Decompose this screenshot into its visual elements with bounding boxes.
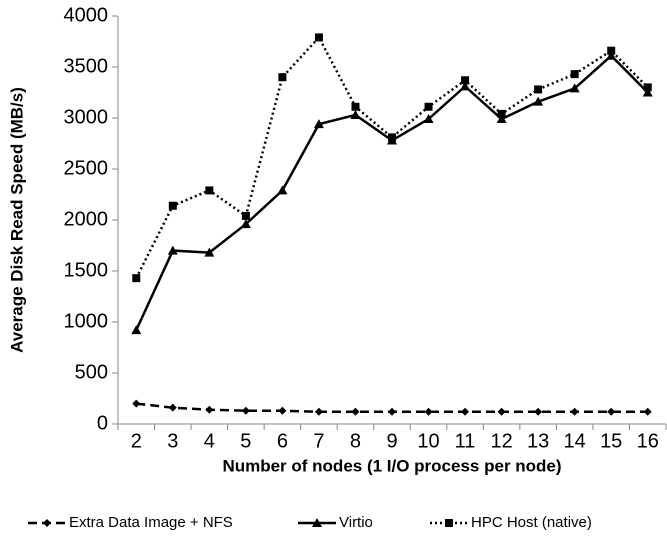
marker xyxy=(460,81,471,91)
legend-label: Virtio xyxy=(339,514,373,531)
x-tick-label: 14 xyxy=(564,430,586,452)
y-tick-label: 2000 xyxy=(64,208,109,230)
marker xyxy=(241,211,250,220)
y-tick-label: 1500 xyxy=(64,259,109,281)
marker xyxy=(642,87,653,97)
marker xyxy=(461,407,470,416)
marker xyxy=(351,102,360,111)
marker xyxy=(496,114,507,124)
marker xyxy=(534,85,543,94)
marker xyxy=(132,399,141,408)
y-tick-label: 500 xyxy=(75,361,108,383)
marker xyxy=(607,46,616,55)
marker xyxy=(388,407,396,416)
marker xyxy=(131,325,142,335)
marker xyxy=(424,102,433,111)
marker xyxy=(643,83,652,92)
marker xyxy=(570,70,579,79)
x-tick-label: 2 xyxy=(131,430,142,452)
marker xyxy=(461,76,470,85)
marker xyxy=(350,109,361,119)
y-tick-label: 3500 xyxy=(64,55,109,77)
marker xyxy=(607,407,616,416)
marker xyxy=(132,274,141,283)
marker xyxy=(278,406,287,415)
x-tick-label: 11 xyxy=(455,430,476,452)
x-tick-label: 9 xyxy=(386,430,397,452)
x-tick-label: 3 xyxy=(167,430,178,452)
marker xyxy=(533,96,544,106)
marker xyxy=(205,186,214,195)
marker xyxy=(205,405,214,414)
x-tick-label: 15 xyxy=(600,430,622,452)
x-tick-label: 8 xyxy=(350,430,361,452)
x-tick-label: 16 xyxy=(637,430,659,452)
marker xyxy=(168,201,177,210)
x-axis-title: Number of nodes (1 I/O process per node) xyxy=(222,456,561,475)
marker xyxy=(570,407,579,416)
marker xyxy=(241,406,250,415)
marker xyxy=(643,407,652,416)
marker xyxy=(313,119,324,129)
marker xyxy=(204,247,215,257)
legend-label: HPC Host (native) xyxy=(471,514,592,531)
x-tick-label: 12 xyxy=(490,430,512,452)
marker xyxy=(314,33,323,42)
y-axis-title: Average Disk Read Speed (MB/s) xyxy=(7,87,26,353)
x-tick-label: 4 xyxy=(204,430,215,452)
marker xyxy=(534,407,543,416)
marker xyxy=(424,407,433,416)
y-tick-label: 1000 xyxy=(64,310,109,332)
marker xyxy=(388,133,396,142)
y-tick-label: 4000 xyxy=(64,4,109,26)
marker xyxy=(351,407,360,416)
marker xyxy=(569,83,580,93)
x-tick-label: 13 xyxy=(527,430,549,452)
legend-label: Extra Data Image + NFS xyxy=(69,514,233,531)
marker xyxy=(314,407,323,416)
x-tick-label: 5 xyxy=(240,430,251,452)
legend-marker xyxy=(43,519,51,527)
marker xyxy=(423,114,434,124)
marker xyxy=(497,407,506,416)
marker xyxy=(277,185,288,195)
marker xyxy=(278,73,287,82)
marker xyxy=(168,403,177,412)
marker xyxy=(167,245,178,255)
marker xyxy=(240,219,251,229)
x-tick-label: 10 xyxy=(417,430,439,452)
y-tick-label: 0 xyxy=(97,412,108,434)
marker xyxy=(606,50,617,60)
series-line xyxy=(135,35,649,279)
legend-marker xyxy=(445,519,453,527)
legend-marker xyxy=(312,518,322,527)
x-tick-label: 6 xyxy=(277,430,288,452)
y-tick-label: 3000 xyxy=(64,106,109,128)
x-tick-label: 7 xyxy=(313,430,324,452)
y-tick-label: 2500 xyxy=(64,157,109,179)
marker xyxy=(497,109,506,118)
